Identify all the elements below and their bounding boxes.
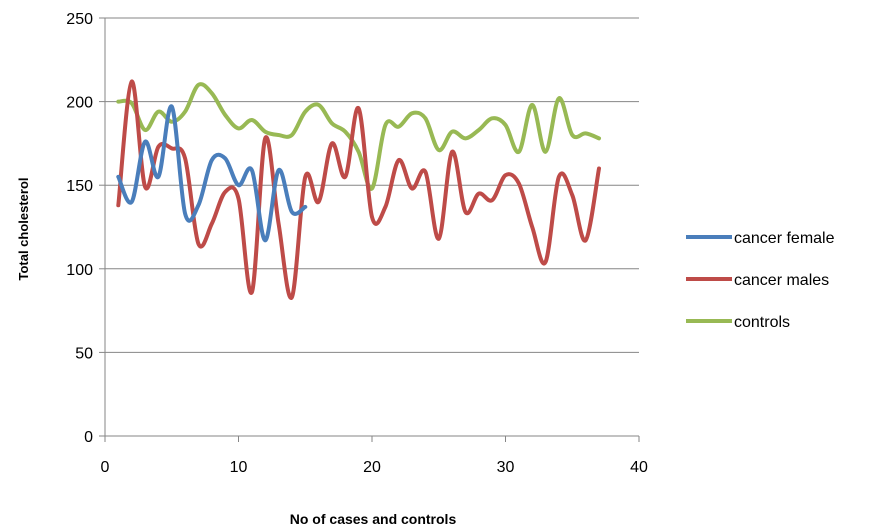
x-tick-label: 0 <box>101 459 110 476</box>
axes <box>99 17 640 442</box>
y-tick-labels: 0 50 100 150 200 250 <box>66 11 93 446</box>
legend-label: controls <box>734 314 790 331</box>
y-tick-label: 100 <box>66 262 93 279</box>
legend: cancer female cancer males controls <box>686 230 835 331</box>
x-tick-label: 40 <box>630 459 648 476</box>
series-line-cancer-female <box>116 104 308 243</box>
y-tick-label: 150 <box>66 178 93 195</box>
x-tick-label: 20 <box>363 459 381 476</box>
series-line-controls <box>116 82 601 191</box>
x-tick-label: 30 <box>497 459 515 476</box>
legend-label: cancer males <box>734 272 829 289</box>
y-axis-title: Total cholesterol <box>16 177 31 280</box>
x-tick-labels: 0 10 20 30 40 <box>101 459 648 476</box>
y-tick-label: 50 <box>75 345 93 362</box>
y-tick-label: 250 <box>66 11 93 28</box>
y-tick-label: 0 <box>84 429 93 446</box>
y-tick-label: 200 <box>66 95 93 112</box>
series-lines <box>116 79 601 300</box>
legend-label: cancer female <box>734 230 835 247</box>
series-line-cancer-males <box>116 79 601 300</box>
x-axis-title: No of cases and controls <box>290 511 457 527</box>
x-tick-label: 10 <box>230 459 248 476</box>
